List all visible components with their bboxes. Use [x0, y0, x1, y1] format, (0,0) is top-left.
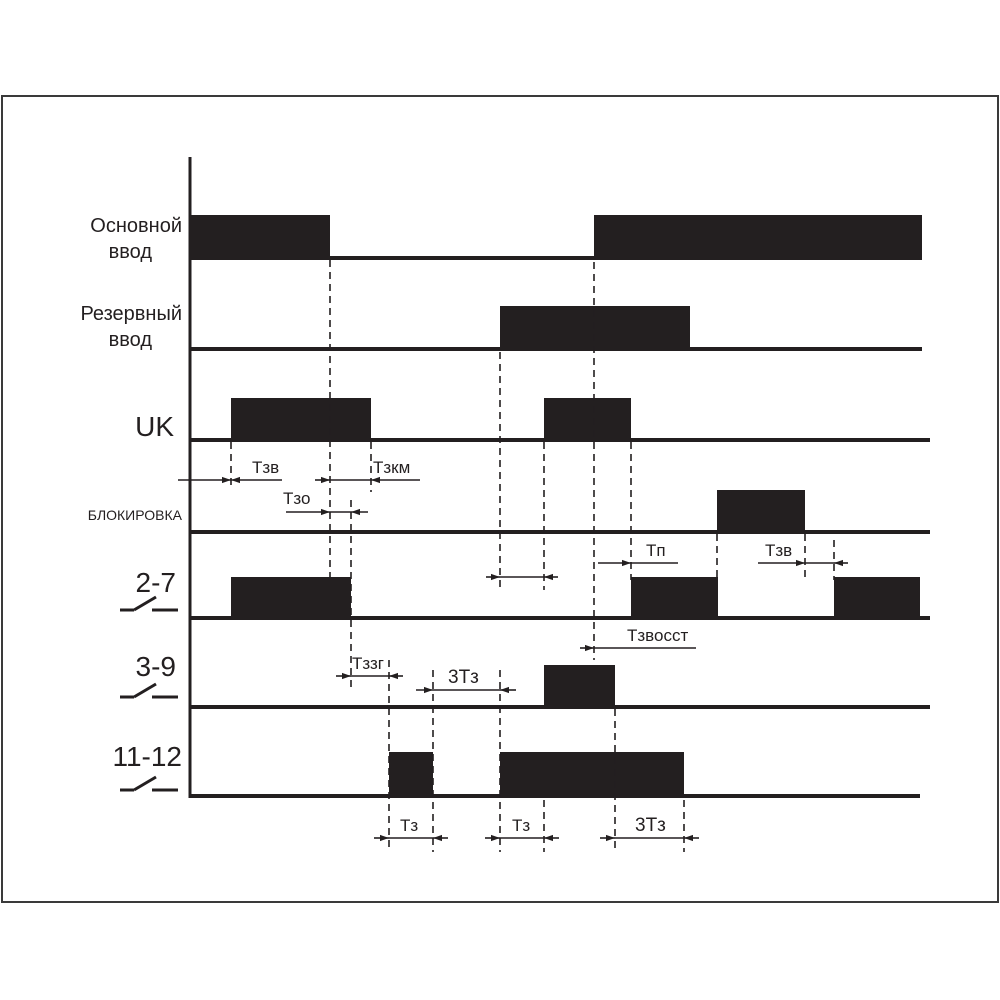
pulse-contact-11-12-1 — [389, 752, 433, 798]
row-label-reserve-input-line1: Резервный — [80, 303, 182, 325]
label-tz-2: Tз — [512, 816, 530, 835]
label-tz-1: Tз — [400, 816, 418, 835]
diagram-frame — [1, 95, 999, 903]
pulse-contact-2-7-2 — [631, 577, 718, 620]
row-label-contact-3-9: 3-9 — [136, 651, 176, 682]
baseline-main-input — [330, 256, 594, 260]
contact-switch-icon — [120, 595, 178, 612]
label-t-zkm: Tзкм — [373, 458, 410, 477]
row-label-main-input-line1: Основной — [90, 215, 182, 237]
label-t-p: Tп — [646, 541, 666, 560]
pulse-reserve-input — [500, 306, 690, 351]
pulse-main-input-2 — [594, 215, 922, 260]
trace-contact-11-12 — [190, 752, 920, 798]
dashed-guides — [230, 260, 835, 852]
pulse-contact-2-7-1 — [231, 577, 351, 620]
pulse-blocking — [717, 490, 805, 534]
contact-switch-icon — [120, 682, 178, 699]
row-label-reserve-input-line2: ввод — [109, 329, 153, 351]
label-t-zv-2: Tзв — [765, 541, 792, 560]
row-label-main-input-line2: ввод — [109, 241, 153, 263]
trace-uk — [190, 398, 930, 442]
contact-switch-icon — [120, 775, 178, 792]
baseline-reserve-input-1 — [190, 347, 500, 351]
timing-arrows — [178, 476, 848, 842]
pulse-contact-11-12-2 — [500, 752, 684, 798]
row-label-contact-2-7: 2-7 — [136, 567, 176, 598]
trace-reserve-input — [190, 306, 922, 351]
baseline-contact-2-7 — [190, 616, 930, 620]
label-t-zvosst: Tзвосст — [627, 626, 688, 645]
pulse-main-input-1 — [190, 215, 330, 260]
pulse-contact-2-7-3 — [834, 577, 920, 620]
row-label-contact-11-12: 11-12 — [112, 741, 182, 772]
label-3tz-2: 3Tз — [635, 815, 666, 836]
trace-blocking — [190, 490, 930, 534]
pulse-uk-2 — [544, 398, 631, 442]
pulse-uk-1 — [231, 398, 371, 442]
trace-main-input — [190, 215, 922, 260]
pulse-contact-3-9 — [544, 665, 615, 709]
row-label-uk: UK — [135, 411, 174, 442]
label-t-zzg: Tззг — [352, 654, 384, 673]
baseline-blocking — [190, 530, 930, 534]
label-t-zv-1: Tзв — [252, 458, 279, 477]
row-label-blocking: БЛОКИРОВКА — [88, 507, 183, 523]
trace-contact-2-7 — [190, 577, 930, 620]
label-3tz-1: 3Tз — [448, 667, 479, 688]
trace-contact-3-9 — [190, 665, 930, 709]
label-t-zo: Tзо — [283, 489, 310, 508]
baseline-reserve-input-2 — [690, 347, 922, 351]
